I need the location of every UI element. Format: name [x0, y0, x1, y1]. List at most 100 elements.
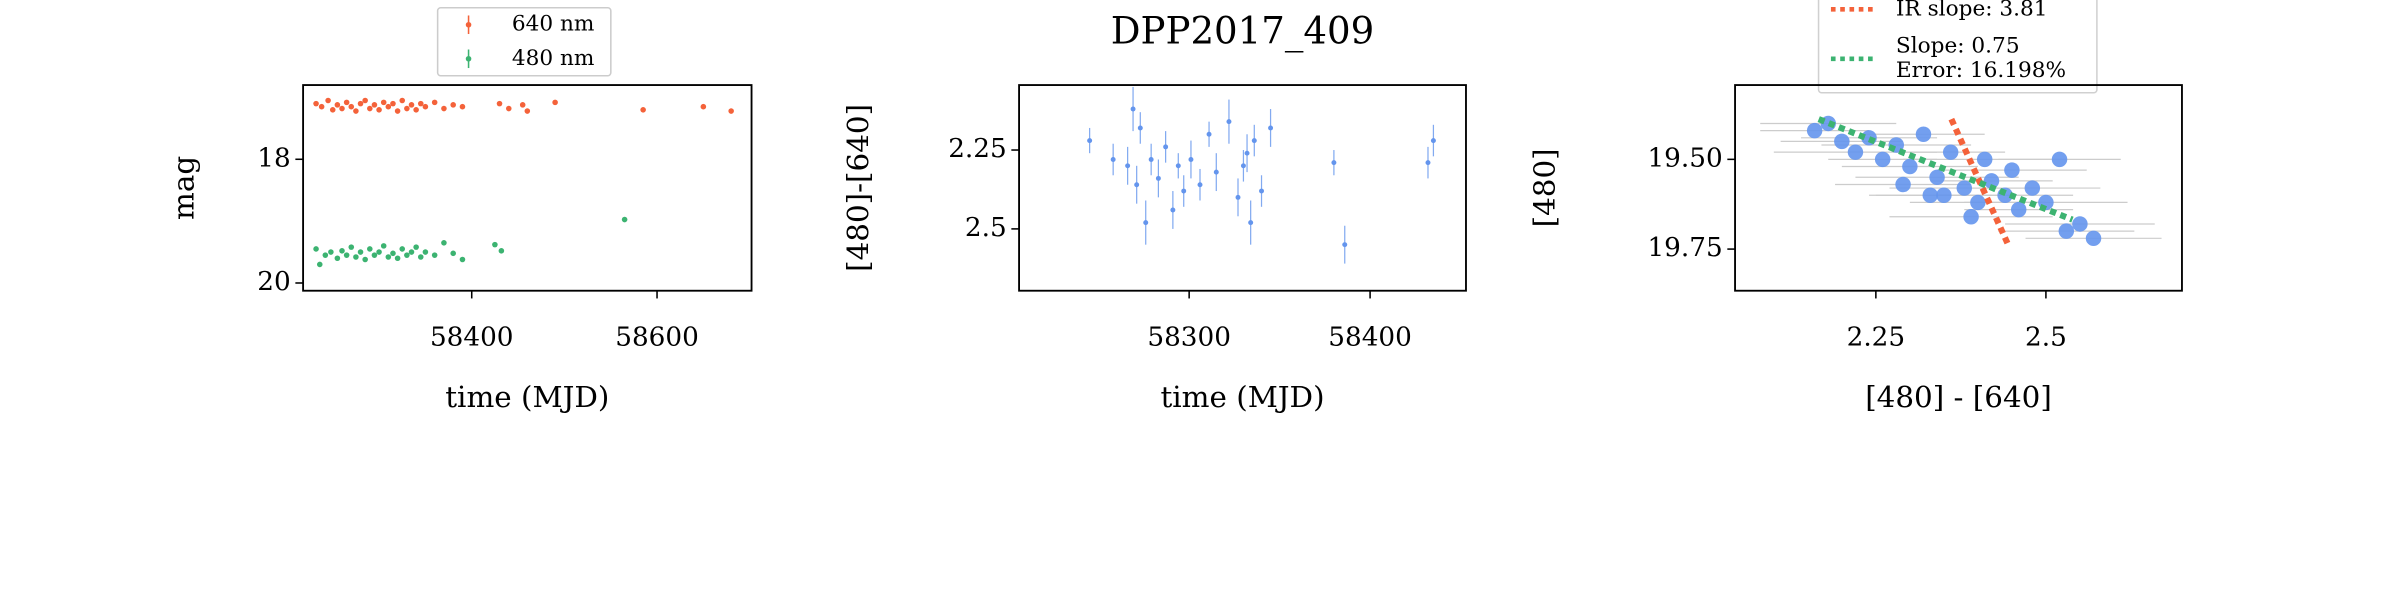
- point: [728, 108, 734, 114]
- point: [348, 103, 355, 110]
- point: [1915, 126, 1932, 142]
- point: [450, 250, 456, 257]
- point: [362, 97, 368, 104]
- point: [376, 249, 382, 255]
- point: [1874, 151, 1891, 168]
- legend-label: 480 nm: [512, 46, 595, 71]
- point: [459, 256, 466, 263]
- point: [353, 254, 359, 260]
- point: [1983, 173, 2000, 189]
- point: [1847, 144, 1864, 160]
- point: [1181, 188, 1187, 194]
- point: [1235, 194, 1241, 200]
- point: [1963, 209, 1979, 225]
- point: [404, 252, 410, 258]
- point: [1430, 138, 1436, 144]
- point: [1970, 194, 1986, 211]
- point: [1976, 151, 1993, 168]
- point: [1163, 144, 1169, 150]
- point: [621, 216, 628, 223]
- point: [385, 254, 392, 260]
- point: [385, 103, 392, 110]
- point: [1130, 106, 1136, 112]
- point: [399, 97, 406, 104]
- point: [1942, 144, 1959, 160]
- x-tick-label: 2.25: [1847, 323, 1905, 353]
- point: [329, 107, 336, 113]
- y-tick-label: 19.75: [1647, 233, 1722, 263]
- point: [2058, 223, 2075, 239]
- point: [1248, 220, 1254, 226]
- point: [1936, 187, 1952, 203]
- point: [1137, 125, 1143, 131]
- legend-marker: [465, 21, 472, 28]
- panel: 58400 58600 18 20 time (MJD) mag 640 nm 480 nm: [167, 6, 753, 414]
- point: [399, 246, 406, 252]
- y-axis-label: [480]-[640]: [841, 104, 875, 272]
- point: [1143, 220, 1149, 226]
- axes-frame: [1018, 84, 1467, 292]
- y-tick-label: 2.25: [948, 134, 1006, 164]
- point: [390, 250, 396, 257]
- point: [343, 99, 350, 106]
- point: [357, 100, 364, 107]
- point: [459, 103, 466, 110]
- point: [1197, 182, 1203, 188]
- plot-area: [313, 97, 734, 268]
- point: [422, 103, 429, 110]
- point: [1425, 160, 1431, 166]
- point: [552, 99, 558, 106]
- point: [408, 102, 415, 108]
- fit-line: [1817, 116, 2074, 223]
- point: [431, 252, 438, 258]
- point: [318, 103, 325, 110]
- point: [394, 108, 401, 114]
- point: [357, 249, 364, 255]
- point: [353, 108, 359, 114]
- point: [1806, 122, 1823, 139]
- legend-label: 640 nm: [512, 12, 595, 37]
- point: [1125, 163, 1131, 169]
- point: [325, 97, 331, 104]
- point: [1226, 119, 1232, 125]
- x-tick-label: 58400: [1328, 323, 1412, 353]
- chart-title: DPP2017_409: [1111, 10, 1375, 54]
- point: [1895, 176, 1911, 193]
- point: [1251, 138, 1257, 144]
- point: [339, 105, 345, 112]
- x-tick-label: 2.5: [2025, 323, 2067, 353]
- point: [1175, 163, 1181, 169]
- legend-box: [1817, 0, 2098, 94]
- point: [404, 105, 410, 112]
- legend-marker: [465, 55, 472, 62]
- x-axis-label: [480] - [640]: [1865, 380, 2052, 414]
- point: [1259, 188, 1264, 194]
- point: [313, 100, 319, 107]
- point: [1170, 207, 1176, 213]
- point: [450, 102, 456, 108]
- y-tick-label: 2.5: [965, 213, 1007, 243]
- axes-frame: [302, 84, 753, 292]
- point: [316, 261, 323, 268]
- point: [1206, 131, 1212, 137]
- point: [2051, 151, 2068, 168]
- point: [367, 105, 373, 112]
- y-tick-label: 18: [257, 143, 290, 173]
- point: [376, 107, 382, 113]
- point: [313, 246, 319, 252]
- point: [1956, 180, 1973, 196]
- point: [1922, 187, 1939, 203]
- point: [640, 107, 646, 113]
- point: [1087, 138, 1093, 144]
- x-tick-label: 58300: [1147, 323, 1231, 353]
- legend-label: Slope: 0.75: [1896, 33, 2020, 58]
- point: [1213, 169, 1219, 175]
- point: [394, 255, 401, 262]
- point: [417, 254, 424, 260]
- point: [348, 244, 355, 250]
- point: [2024, 180, 2041, 196]
- point: [371, 252, 378, 258]
- point: [380, 243, 387, 249]
- point: [380, 99, 387, 106]
- point: [362, 256, 368, 263]
